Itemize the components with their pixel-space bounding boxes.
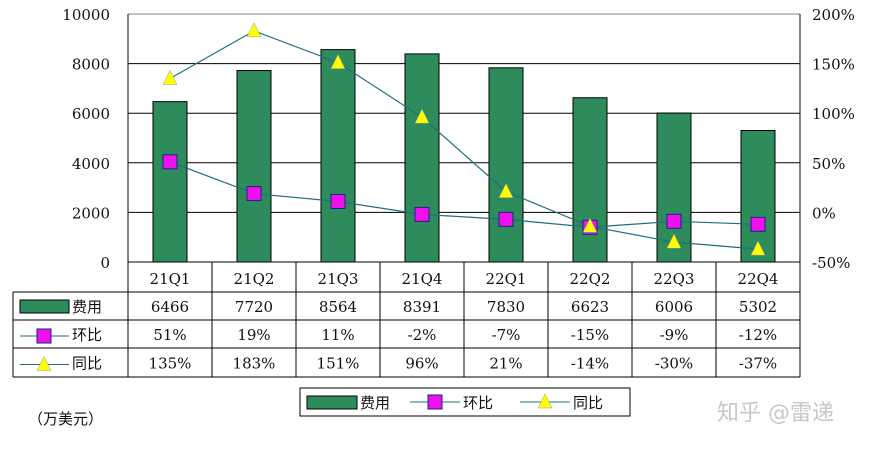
data-label: 7830	[487, 298, 525, 316]
category-label: 22Q3	[654, 270, 695, 288]
category-label: 22Q4	[738, 270, 779, 288]
line-yoy	[169, 30, 759, 250]
data-label: 8564	[319, 298, 357, 316]
legend-label: 环比	[463, 394, 493, 412]
data-label: 96%	[405, 355, 438, 373]
data-label: 21%	[489, 355, 522, 373]
right-axis-tick: -50%	[812, 254, 850, 272]
qoq-point-21Q2	[246, 186, 262, 202]
bar-21Q2	[236, 70, 272, 263]
data-label: -37%	[739, 355, 777, 373]
left-axis-tick: 0	[100, 254, 110, 272]
bar-21Q1	[152, 101, 188, 263]
right-axis-tick: 50%	[812, 155, 845, 173]
bar-21Q4	[404, 53, 440, 263]
legend-bar-key	[306, 395, 358, 410]
right-axis-tick: 200%	[812, 6, 855, 24]
table-legend-label: 环比	[72, 326, 102, 344]
category-label: 21Q3	[318, 270, 359, 288]
legend-label: 费用	[360, 394, 390, 412]
category-label: 22Q1	[486, 270, 527, 288]
legend-triangle-marker	[537, 393, 553, 409]
yoy-point-21Q1	[162, 69, 178, 85]
data-label: 6006	[655, 298, 693, 316]
watermark: 知乎 @雷递	[717, 401, 834, 426]
data-label: 183%	[233, 355, 276, 373]
left-axis-tick: 6000	[72, 105, 110, 123]
data-label: 7720	[235, 298, 273, 316]
table-legend-label: 同比	[72, 355, 102, 373]
right-axis-tick: 100%	[812, 105, 855, 123]
data-label: -15%	[571, 326, 609, 344]
category-label: 21Q2	[234, 270, 275, 288]
qoq-point-22Q1	[498, 211, 514, 227]
qoq-point-21Q1	[162, 154, 178, 170]
bar-21Q3	[320, 49, 356, 263]
data-label: 6623	[571, 298, 609, 316]
bar-22Q2	[572, 97, 608, 263]
bar-22Q1	[488, 67, 524, 263]
legend-label: 同比	[573, 394, 603, 412]
data-label: -14%	[571, 355, 609, 373]
table-legend-label: 费用	[72, 298, 102, 316]
yoy-point-22Q3	[666, 233, 682, 249]
yoy-point-22Q4	[750, 240, 766, 256]
yoy-point-21Q2	[246, 22, 262, 38]
data-label: 151%	[317, 355, 360, 373]
data-label: 8391	[403, 298, 441, 316]
right-axis-tick: 150%	[812, 56, 855, 74]
left-axis-tick: 10000	[62, 6, 110, 24]
bar-22Q4	[740, 130, 776, 263]
left-axis-tick: 8000	[72, 56, 110, 74]
qoq-point-21Q3	[330, 193, 346, 209]
data-label: -30%	[655, 355, 693, 373]
data-label: -9%	[660, 326, 689, 344]
data-label: 5302	[739, 298, 777, 316]
qoq-point-22Q4	[750, 216, 766, 232]
yoy-point-22Q1	[498, 183, 514, 198]
category-label: 22Q2	[570, 270, 611, 288]
left-axis-tick: 2000	[72, 204, 110, 222]
data-label: -2%	[408, 326, 437, 344]
table-legend-marker	[36, 355, 52, 371]
legend-square-marker	[427, 394, 443, 410]
line-qoq	[169, 161, 759, 228]
data-label: 51%	[153, 326, 186, 344]
data-label: 135%	[149, 355, 192, 373]
yoy-point-21Q4	[414, 108, 430, 124]
unit-label: （万美元）	[28, 410, 103, 428]
data-label: 6466	[151, 298, 189, 316]
category-label: 21Q4	[402, 270, 443, 288]
data-label: 11%	[321, 326, 354, 344]
category-label: 21Q1	[150, 270, 191, 288]
table-legend-marker	[36, 328, 52, 344]
yoy-point-21Q3	[330, 54, 346, 69]
data-label: -12%	[739, 326, 777, 344]
data-label: -7%	[492, 326, 521, 344]
right-axis-tick: 0%	[812, 204, 836, 222]
qoq-point-21Q4	[414, 206, 430, 222]
yoy-point-22Q2	[582, 217, 598, 233]
qoq-point-22Q3	[666, 213, 682, 229]
table-legend-bar-key	[19, 299, 70, 314]
data-label: 19%	[237, 326, 270, 344]
left-axis-tick: 4000	[72, 155, 110, 173]
